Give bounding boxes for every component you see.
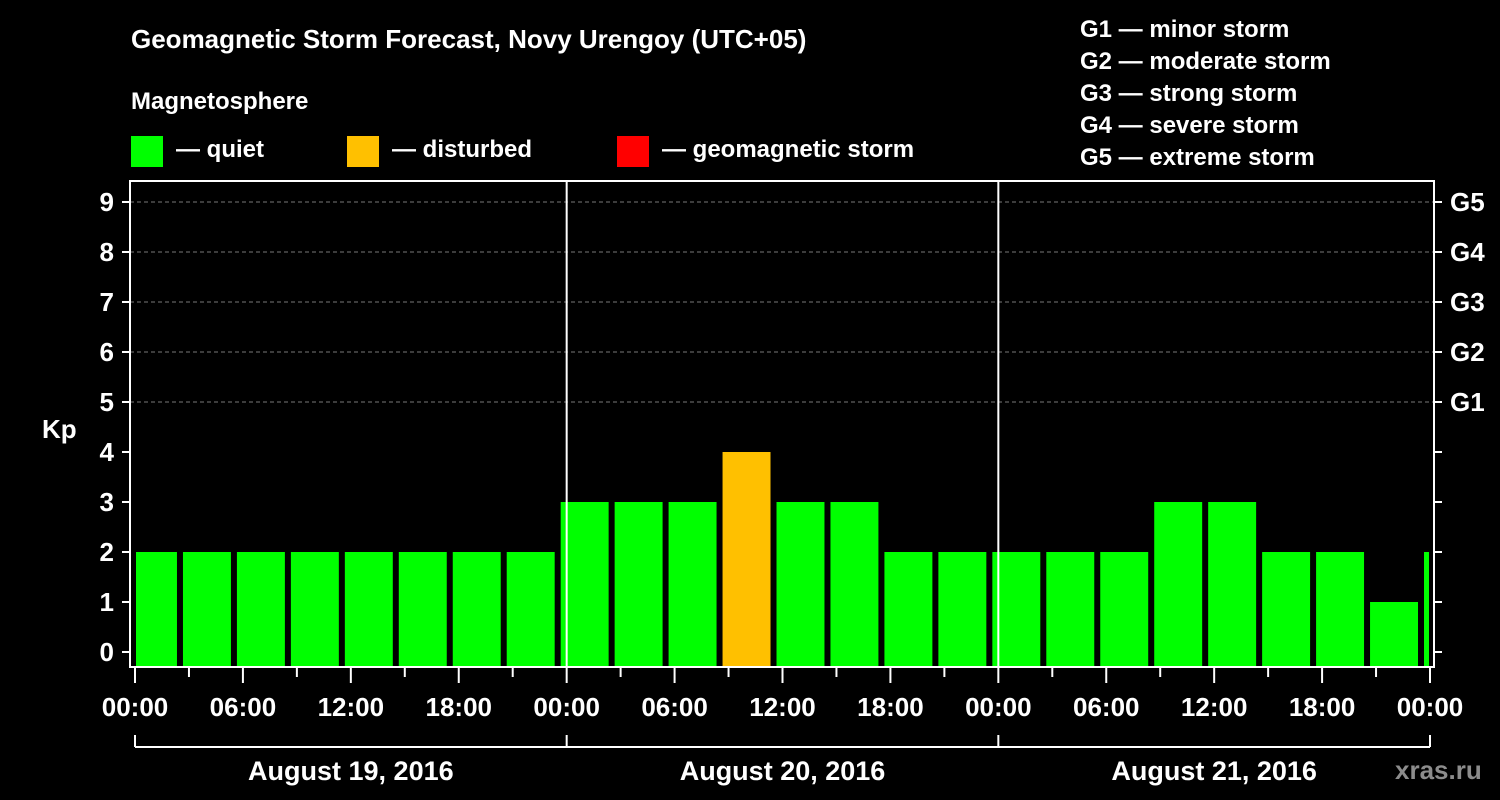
legend-swatch-disturbed	[347, 136, 379, 167]
kp-bar	[1370, 602, 1419, 667]
kp-bar	[830, 502, 879, 667]
g-tick-label: G1	[1450, 387, 1485, 417]
legend-heading: Magnetosphere	[131, 88, 308, 115]
y-tick-label: 4	[100, 437, 115, 467]
kp-bar	[1262, 552, 1311, 667]
g-tick-label: G2	[1450, 337, 1485, 367]
storm-scale-list: G1 — minor storm G2 — moderate storm G3 …	[1080, 16, 1331, 171]
legend-swatch-storm	[617, 136, 649, 167]
storm-scale-g2: G2 — moderate storm	[1080, 48, 1331, 75]
kp-bar	[236, 552, 285, 667]
storm-scale-g3: G3 — strong storm	[1080, 80, 1297, 107]
kp-bar	[1100, 552, 1149, 667]
kp-bar	[614, 502, 663, 667]
x-tick-label: 18:00	[1289, 692, 1356, 722]
storm-scale-g4: G4 — severe storm	[1080, 112, 1299, 139]
g-tick-label: G3	[1450, 287, 1485, 317]
legend-storm: — geomagnetic storm	[617, 136, 914, 167]
x-tick-label: 06:00	[641, 692, 708, 722]
y-tick-label: 0	[100, 637, 114, 667]
x-tick-label: 18:00	[857, 692, 924, 722]
storm-scale-g1: G1 — minor storm	[1080, 16, 1289, 43]
kp-bar	[884, 552, 933, 667]
day-labels: August 19, 2016 August 20, 2016 August 21,…	[248, 756, 1317, 786]
axes	[122, 180, 1442, 748]
kp-bar	[1046, 552, 1095, 667]
kp-bar	[1208, 502, 1257, 667]
kp-bar	[560, 502, 609, 667]
kp-bar	[1424, 552, 1429, 667]
kp-bar	[1154, 502, 1203, 667]
y-axis-label: Kp	[42, 414, 77, 444]
g-tick-label: G4	[1450, 237, 1485, 267]
kp-bar	[776, 502, 825, 667]
chart-title: Geomagnetic Storm Forecast, Novy Urengoy…	[131, 24, 806, 54]
y-tick-labels: 0 1 2 3 4 5 6 7 8 9	[100, 187, 115, 667]
y-tick-label: 9	[100, 187, 114, 217]
x-tick-label: 00:00	[1397, 692, 1464, 722]
legend-label-disturbed: — disturbed	[392, 136, 532, 163]
kp-bar	[136, 552, 177, 667]
kp-bar	[344, 552, 393, 667]
x-tick-label: 00:00	[965, 692, 1032, 722]
kp-bar	[182, 552, 231, 667]
x-tick-labels: 00:00 06:00 12:00 18:00 00:00 06:00 12:00 18:00…	[102, 692, 1464, 722]
x-tick-label: 12:00	[1181, 692, 1248, 722]
watermark: xras.ru	[1395, 755, 1482, 785]
x-tick-label: 06:00	[210, 692, 277, 722]
storm-scale-g5: G5 — extreme storm	[1080, 144, 1315, 171]
kp-bar	[1316, 552, 1365, 667]
legend-label-quiet: — quiet	[176, 136, 264, 163]
legend-quiet: — quiet	[131, 136, 264, 167]
kp-bar	[290, 552, 339, 667]
x-tick-label: 12:00	[749, 692, 816, 722]
y-tick-label: 1	[100, 587, 114, 617]
grid-lines	[130, 201, 1434, 403]
x-tick-label: 18:00	[426, 692, 493, 722]
legend-swatch-quiet	[131, 136, 163, 167]
day-label: August 19, 2016	[248, 756, 454, 786]
y-tick-label: 8	[100, 237, 114, 267]
g-tick-label: G5	[1450, 187, 1485, 217]
y-tick-label: 2	[100, 537, 114, 567]
x-tick-label: 00:00	[102, 692, 169, 722]
y-tick-label: 6	[100, 337, 114, 367]
legend-disturbed: — disturbed	[347, 136, 532, 167]
y-tick-label: 5	[100, 387, 114, 417]
kp-bar	[452, 552, 501, 667]
day-label: August 20, 2016	[680, 756, 886, 786]
y-tick-label: 7	[100, 287, 114, 317]
kp-bar	[992, 552, 1041, 667]
x-tick-label: 12:00	[318, 692, 385, 722]
x-tick-label: 00:00	[533, 692, 600, 722]
kp-bar	[938, 552, 987, 667]
day-label: August 21, 2016	[1111, 756, 1317, 786]
legend-label-storm: — geomagnetic storm	[662, 136, 914, 163]
y-tick-label: 3	[100, 487, 114, 517]
g-scale-tick-labels: G1 G2 G3 G4 G5	[1450, 187, 1485, 417]
kp-bar	[722, 452, 771, 667]
kp-bar	[506, 552, 555, 667]
kp-bar	[398, 552, 447, 667]
x-tick-label: 06:00	[1073, 692, 1140, 722]
kp-bar	[668, 502, 717, 667]
bars	[136, 452, 1429, 667]
